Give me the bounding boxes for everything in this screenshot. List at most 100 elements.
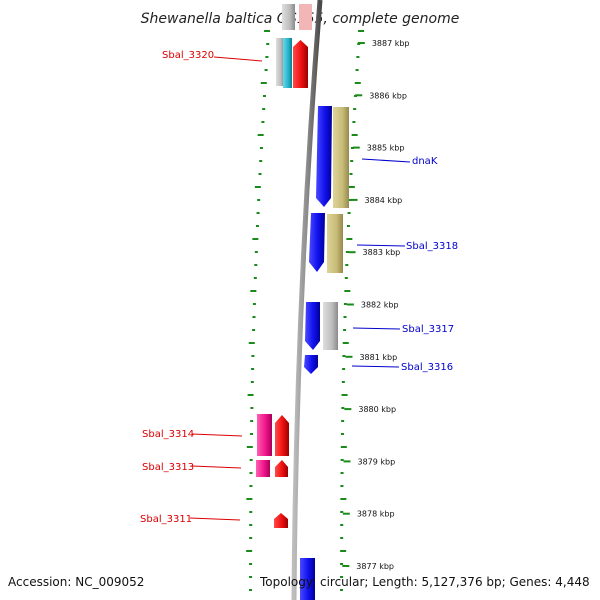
gene-label-sbal-3311[interactable]: Sbal_3311 [140, 514, 192, 525]
kbp-tick-mark [344, 408, 352, 411]
kbp-tick-mark [346, 303, 354, 306]
gene-label-sbal-3320[interactable]: Sbal_3320 [162, 50, 214, 61]
ruler-dot [347, 212, 351, 214]
ruler-dot [344, 290, 351, 292]
ruler-dot [343, 329, 347, 331]
ruler-dot [250, 420, 254, 422]
ruler-dot [341, 420, 345, 422]
gene-label-sbal-3313[interactable]: Sbal_3313 [142, 462, 194, 473]
forward-cds-arrow [275, 460, 288, 477]
reverse-cds-arrow [309, 213, 325, 272]
leader-line [191, 433, 243, 437]
ruler-dot [249, 433, 253, 435]
gene-label-sbal-3318[interactable]: Sbal_3318 [406, 241, 458, 252]
ruler-dot [255, 225, 259, 227]
ruler-dot [256, 212, 260, 214]
kbp-tick-mark [343, 460, 351, 463]
ruler-dot [348, 199, 352, 201]
ruler-dot [340, 498, 347, 500]
ruler-dot [254, 186, 261, 188]
ruler-dot [346, 238, 353, 240]
ruler-dot [246, 498, 253, 500]
ruler-dot [340, 485, 344, 487]
gene-label-sbal-3317[interactable]: Sbal_3317 [402, 324, 454, 335]
ruler-dot [249, 511, 253, 513]
ruler-dot [345, 251, 349, 253]
ruler-dot [259, 160, 263, 162]
kbp-tick-mark [355, 94, 363, 97]
ruler-dot [266, 43, 270, 45]
ruler-dot [249, 524, 253, 526]
pink-feature [257, 414, 272, 456]
ruler-dot [250, 381, 254, 383]
leader-line [189, 517, 241, 521]
reverse-cds-arrow [304, 355, 318, 374]
kbp-tick-label: 3887 kbp [372, 39, 410, 48]
kbp-tick-mark [350, 198, 358, 201]
ruler-dot [340, 589, 344, 591]
ruler-dot [341, 394, 348, 396]
ruler-dot [261, 121, 265, 123]
kbp-tick-label: 3877 kbp [356, 562, 394, 571]
ruler-dot [350, 147, 354, 149]
kbp-tick-label: 3882 kbp [361, 301, 399, 310]
ruler-dot [346, 225, 350, 227]
leader-line [361, 158, 411, 163]
reverse-cds-arrow [316, 106, 332, 207]
ruler-dot [345, 264, 349, 266]
ruler-dot [246, 550, 253, 552]
ruler-dot [248, 342, 255, 344]
gray-feature [276, 38, 284, 86]
leader-line [191, 465, 242, 469]
kbp-tick-label: 3885 kbp [367, 144, 405, 153]
ruler-dot [358, 30, 365, 32]
ruler-dot [351, 134, 358, 136]
khaki-feature [327, 214, 343, 273]
ruler-dot [340, 472, 344, 474]
ruler-dot [340, 563, 344, 565]
ruler-dot [252, 238, 259, 240]
ruler-dot [252, 303, 256, 305]
ruler-dot [250, 290, 257, 292]
accession-label: Accession: NC_009052 [8, 575, 144, 589]
kbp-ticks: 3887 kbp 3886 kbp 3885 kbp 3884 kbp 3883 kbp… [342, 39, 410, 571]
ruler-dot [249, 563, 253, 565]
ruler-dot [342, 368, 346, 370]
gene-label-dnak[interactable]: dnaK [412, 156, 438, 167]
ruler-dot [264, 30, 271, 32]
kbp-tick-label: 3886 kbp [369, 91, 407, 100]
ruler-dot [341, 381, 345, 383]
ruler-dot [343, 303, 347, 305]
ruler-dot [260, 82, 267, 84]
kbp-tick-mark [342, 512, 350, 515]
ruler-dot [264, 69, 268, 71]
ruler-dot [262, 108, 266, 110]
gray-feature [282, 4, 295, 30]
ruler-dot [341, 407, 345, 409]
ruler-dot [340, 537, 344, 539]
ruler-dot [254, 251, 258, 253]
gene-label-sbal-3314[interactable]: Sbal_3314 [142, 429, 194, 440]
kbp-tick-label: 3884 kbp [365, 196, 403, 205]
ruler-dot [353, 108, 357, 110]
genome-backbone [291, 0, 323, 600]
topology-label: Topology: circular; Length: 5,127,376 bp… [259, 575, 590, 589]
gene-label-sbal-3316[interactable]: Sbal_3316 [401, 362, 453, 373]
ruler-dot [252, 316, 256, 318]
ruler-dot [340, 550, 347, 552]
ruler-dot [249, 576, 253, 578]
ruler-dot [340, 433, 344, 435]
ruler-dot [342, 355, 346, 357]
forward-cds-arrow [274, 513, 288, 528]
ruler-dot [249, 537, 253, 539]
ruler-dot [250, 407, 254, 409]
ruler-dot [254, 264, 258, 266]
ruler-dots [246, 30, 365, 591]
ruler-dot [354, 82, 361, 84]
ruler-dot [352, 121, 356, 123]
leader-line [356, 244, 406, 247]
ruler-dot [265, 56, 269, 58]
kbp-tick-label: 3878 kbp [357, 510, 395, 519]
kbp-tick-mark [357, 42, 365, 44]
gray-feature [323, 302, 338, 350]
